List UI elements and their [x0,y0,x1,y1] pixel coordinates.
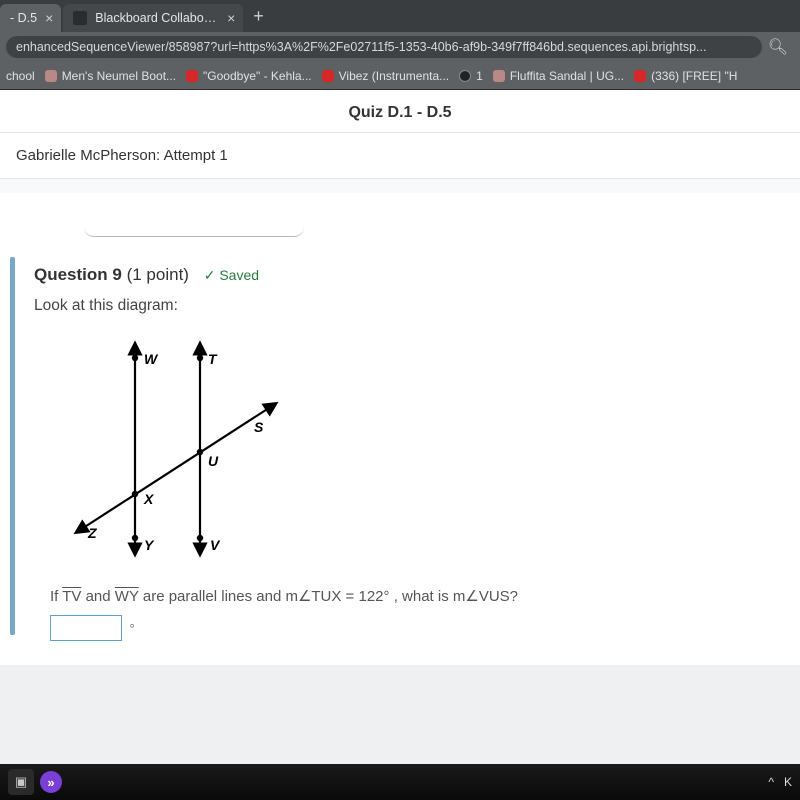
saved-indicator: Saved [204,267,259,283]
diagram-svg: W T S U X Z Y V [50,329,310,569]
search-icon[interactable]: 🔍︎ [762,37,794,57]
question-statement: If TV and WY are parallel lines and m∠TU… [50,587,782,605]
taskbar-app-accent[interactable]: » [40,771,62,793]
tray-k-label[interactable]: K [784,775,792,789]
bookmark-label: "Goodbye" - Kehla... [203,69,312,83]
bookmark-item[interactable]: Fluffita Sandal | UG... [493,69,624,83]
taskbar-right: ^ K [768,775,792,789]
question-accent-bar [10,257,15,635]
bookmark-label: (336) [FREE] "H [651,69,737,83]
bookmark-item[interactable]: Men's Neumel Boot... [45,69,176,83]
bookmark-label: Fluffita Sandal | UG... [510,69,624,83]
youtube-icon [634,70,646,82]
bookmark-label: Vibez (Instrumenta... [339,69,450,83]
bookmark-label: 1 [476,69,483,83]
previous-answer-field[interactable] [84,213,304,237]
bookmark-item[interactable]: "Goodbye" - Kehla... [186,69,312,83]
bookmark-item[interactable]: (336) [FREE] "H [634,69,737,83]
tab-title: - D.5 [10,11,37,25]
taskbar-app-button[interactable]: ▣ [8,769,34,795]
txt: and [86,588,115,605]
svg-text:U: U [208,453,219,469]
tab-title: Blackboard Collaborate | Launch [95,11,219,25]
question-points: (1 point) [127,265,189,284]
close-icon[interactable]: × [227,10,235,26]
tab-active[interactable]: - D.5 × [0,4,61,32]
close-icon[interactable]: × [45,10,53,26]
youtube-icon [186,70,198,82]
bookmark-label: chool [6,69,35,83]
svg-text:V: V [210,537,221,553]
content-wrap: ▴ Question 9 (1 point) Saved Look at thi… [0,179,800,665]
bookmark-label: Men's Neumel Boot... [62,69,176,83]
page-body: Quiz D.1 - D.5 Gabrielle McPherson: Atte… [0,90,800,764]
new-tab-button[interactable]: + [245,4,272,29]
bookmarks-bar: chool Men's Neumel Boot... "Goodbye" - K… [0,62,800,90]
geometry-diagram: W T S U X Z Y V [50,329,310,569]
tab-strip: - D.5 × Blackboard Collaborate | Launch … [0,0,800,32]
ugg-icon [493,70,505,82]
question-card: Question 9 (1 point) Saved Look at this … [0,193,800,665]
given-angle: 122° [358,588,389,605]
degree-symbol: ° [129,621,134,636]
svg-text:Z: Z [87,525,97,541]
address-bar[interactable]: enhancedSequenceViewer/858987?url=https%… [6,36,762,58]
page-inner: Quiz D.1 - D.5 Gabrielle McPherson: Atte… [0,90,800,665]
svg-text:W: W [144,351,159,367]
quiz-title: Quiz D.1 - D.5 [0,90,800,133]
bookmark-item[interactable]: Vibez (Instrumenta... [322,69,450,83]
bb-favicon [73,11,87,25]
tray-caret-icon[interactable]: ^ [768,775,774,789]
windows-taskbar: ▣ » ^ K [0,764,800,800]
youtube-icon [322,70,334,82]
svg-text:Y: Y [144,537,155,553]
attempt-label: Gabrielle McPherson: Attempt 1 [0,133,800,179]
line-wy: WY [115,588,139,605]
svg-text:X: X [143,491,155,507]
tab-inactive[interactable]: Blackboard Collaborate | Launch × [63,4,243,32]
txt: , what is m∠VUS? [394,588,518,605]
bookmark-item[interactable]: chool [6,69,35,83]
browser-chrome: - D.5 × Blackboard Collaborate | Launch … [0,0,800,90]
line-tv: TV [62,588,81,605]
address-row: enhancedSequenceViewer/858987?url=https%… [0,32,800,62]
txt: are parallel lines and m∠TUX = [143,588,359,605]
svg-text:T: T [208,351,218,367]
question-prompt: Look at this diagram: [34,297,782,315]
svg-text:S: S [254,419,264,435]
circle-icon [459,70,471,82]
question-heading: Question 9 (1 point) Saved [34,265,782,285]
txt: If [50,588,62,605]
answer-input[interactable] [50,615,122,641]
question-number: Question 9 [34,265,122,284]
bookmark-item[interactable]: 1 [459,69,483,83]
ugg-icon [45,70,57,82]
